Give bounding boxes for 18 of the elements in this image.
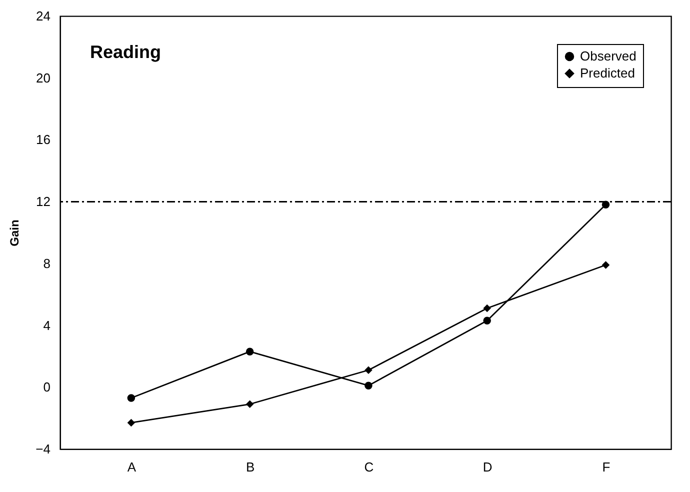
x-tick-label: A [127, 460, 136, 474]
y-tick-label: 12 [36, 194, 50, 210]
x-tick-label: D [482, 460, 492, 474]
x-tick-label: F [602, 460, 610, 474]
y-tick-label: 8 [43, 256, 50, 271]
text: Reading [90, 42, 162, 62]
y-axis-title: Gain [8, 220, 22, 246]
y-tick-label: 0 [43, 380, 50, 395]
legend-label: Predicted [580, 66, 635, 80]
y-tick-label: 24 [36, 8, 50, 24]
y-tick-label: 20 [36, 70, 50, 86]
y-tick-label: 16 [36, 132, 50, 148]
x-tick-label: C [364, 460, 374, 474]
y-tick-label: −4 [36, 442, 50, 456]
point [602, 261, 610, 269]
x-tick-label: B [246, 460, 255, 474]
y-tick-label: 4 [43, 318, 50, 333]
legend-label: Observed [580, 48, 636, 64]
